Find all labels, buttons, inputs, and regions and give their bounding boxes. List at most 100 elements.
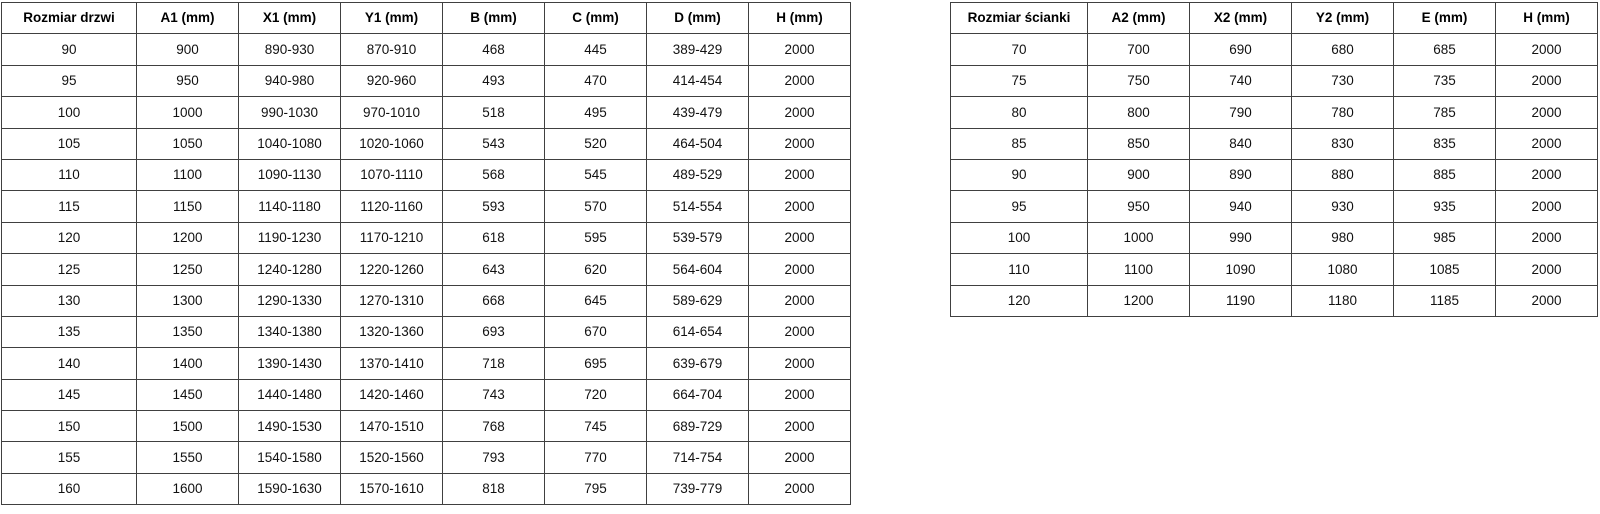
table-cell: 614-654: [646, 315, 749, 349]
column-header: C (mm): [544, 1, 647, 35]
table-row: 120 1200 1190-1230 1170-1210 618 595 539-579 20…: [1, 221, 851, 255]
table-cell: 468: [442, 33, 545, 66]
table-row: 110 1100 1090 1080 1085 2000: [950, 253, 1598, 286]
table-row: 80 800 790 780 785 2000: [950, 96, 1598, 129]
table-cell: 920-960: [340, 64, 443, 98]
table-cell: 570: [544, 190, 647, 223]
table-cell: 1140-1180: [238, 190, 341, 223]
table-cell: 2000: [748, 64, 851, 98]
table-cell: 940-980: [238, 64, 341, 98]
table-cell: 718: [442, 347, 545, 380]
table-cell: 105: [1, 127, 137, 160]
table-cell: 495: [544, 96, 647, 129]
table-cell: 1000: [136, 96, 239, 129]
table-cell: 1370-1410: [340, 347, 443, 380]
table-cell: 1500: [136, 410, 239, 443]
table-cell: 1020-1060: [340, 127, 443, 160]
table-row: 90 900 890-930 870-910 468 445 389-429 2000: [1, 33, 851, 66]
column-header: Rozmiar drzwi: [1, 1, 137, 35]
table-cell: 935: [1393, 190, 1496, 223]
table-cell: 693: [442, 315, 545, 349]
table-cell: 2000: [748, 441, 851, 474]
table-cell: 120: [1, 221, 137, 255]
table-cell: 595: [544, 221, 647, 255]
table-cell: 2000: [748, 221, 851, 255]
table-row: 115 1150 1140-1180 1120-1160 593 570 514-554 20…: [1, 190, 851, 223]
table-cell: 1085: [1393, 253, 1496, 286]
table-cell: 664-704: [646, 378, 749, 412]
table-cell: 990-1030: [238, 96, 341, 129]
table-cell: 1490-1530: [238, 410, 341, 443]
table-cell: 1200: [1087, 284, 1190, 317]
table-cell: 890-930: [238, 33, 341, 66]
table-cell: 1400: [136, 347, 239, 380]
table-cell: 90: [950, 158, 1088, 192]
table-row: 100 1000 990 980 985 2000: [950, 221, 1598, 255]
table-cell: 1390-1430: [238, 347, 341, 380]
table-cell: 1240-1280: [238, 253, 341, 286]
table-cell: 818: [442, 472, 545, 506]
table-cell: 1300: [136, 284, 239, 317]
table-cell: 770: [544, 441, 647, 474]
table-cell: 940: [1189, 190, 1292, 223]
table-cell: 970-1010: [340, 96, 443, 129]
table-cell: 1220-1260: [340, 253, 443, 286]
table-cell: 1090: [1189, 253, 1292, 286]
column-header: B (mm): [442, 1, 545, 35]
table-cell: 493: [442, 64, 545, 98]
table-cell: 900: [136, 33, 239, 66]
table-cell: 514-554: [646, 190, 749, 223]
table-row: 130 1300 1290-1330 1270-1310 668 645 589-629 20…: [1, 284, 851, 317]
column-header: A1 (mm): [136, 1, 239, 35]
table-cell: 618: [442, 221, 545, 255]
table-cell: 445: [544, 33, 647, 66]
table-cell: 1090-1130: [238, 158, 341, 192]
table-cell: 593: [442, 190, 545, 223]
table-cell: 785: [1393, 96, 1496, 129]
table-cell: 735: [1393, 64, 1496, 98]
table-cell: 100: [950, 221, 1088, 255]
table-cell: 145: [1, 378, 137, 412]
table-cell: 439-479: [646, 96, 749, 129]
table-cell: 2000: [748, 190, 851, 223]
table-cell: 643: [442, 253, 545, 286]
table-cell: 520: [544, 127, 647, 160]
table-row: 100 1000 990-1030 970-1010 518 495 439-479 2000: [1, 96, 851, 129]
table-cell: 1540-1580: [238, 441, 341, 474]
table-cell: 2000: [748, 315, 851, 349]
table-row: 135 1350 1340-1380 1320-1360 693 670 614-654 20…: [1, 315, 851, 349]
table-cell: 890: [1189, 158, 1292, 192]
table-cell: 800: [1087, 96, 1190, 129]
column-header: H (mm): [1495, 1, 1598, 35]
table-cell: 950: [136, 64, 239, 98]
table-row: 75 750 740 730 735 2000: [950, 64, 1598, 98]
table-cell: 2000: [748, 472, 851, 506]
wall-size-table: Rozmiar ścianki A2 (mm) X2 (mm) Y2 (mm) E (m…: [950, 1, 1598, 317]
table-cell: 950: [1087, 190, 1190, 223]
table-cell: 2000: [748, 127, 851, 160]
table-row: 95 950 940 930 935 2000: [950, 190, 1598, 223]
table-cell: 2000: [1495, 33, 1598, 66]
table-cell: 115: [1, 190, 137, 223]
table-cell: 1350: [136, 315, 239, 349]
table-cell: 2000: [748, 284, 851, 317]
table-cell: 564-604: [646, 253, 749, 286]
table-row: 145 1450 1440-1480 1420-1460 743 720 664-704 20…: [1, 378, 851, 412]
table-cell: 539-579: [646, 221, 749, 255]
table-cell: 639-679: [646, 347, 749, 380]
table-cell: 155: [1, 441, 137, 474]
door-table-body: 90 900 890-930 870-910 468 445 389-429 2000 95 95…: [1, 33, 851, 506]
door-table-header: Rozmiar drzwi A1 (mm) X1 (mm) Y1 (mm) B (mm)…: [1, 1, 851, 35]
table-cell: 930: [1291, 190, 1394, 223]
table-cell: 750: [1087, 64, 1190, 98]
table-cell: 70: [950, 33, 1088, 66]
table-cell: 835: [1393, 127, 1496, 160]
table-cell: 885: [1393, 158, 1496, 192]
table-cell: 1100: [1087, 253, 1190, 286]
table-cell: 1450: [136, 378, 239, 412]
table-cell: 130: [1, 284, 137, 317]
table-row: 95 950 940-980 920-960 493 470 414-454 2000: [1, 64, 851, 98]
table-row: 110 1100 1090-1130 1070-1110 568 545 489-529 20…: [1, 158, 851, 192]
table-cell: 768: [442, 410, 545, 443]
